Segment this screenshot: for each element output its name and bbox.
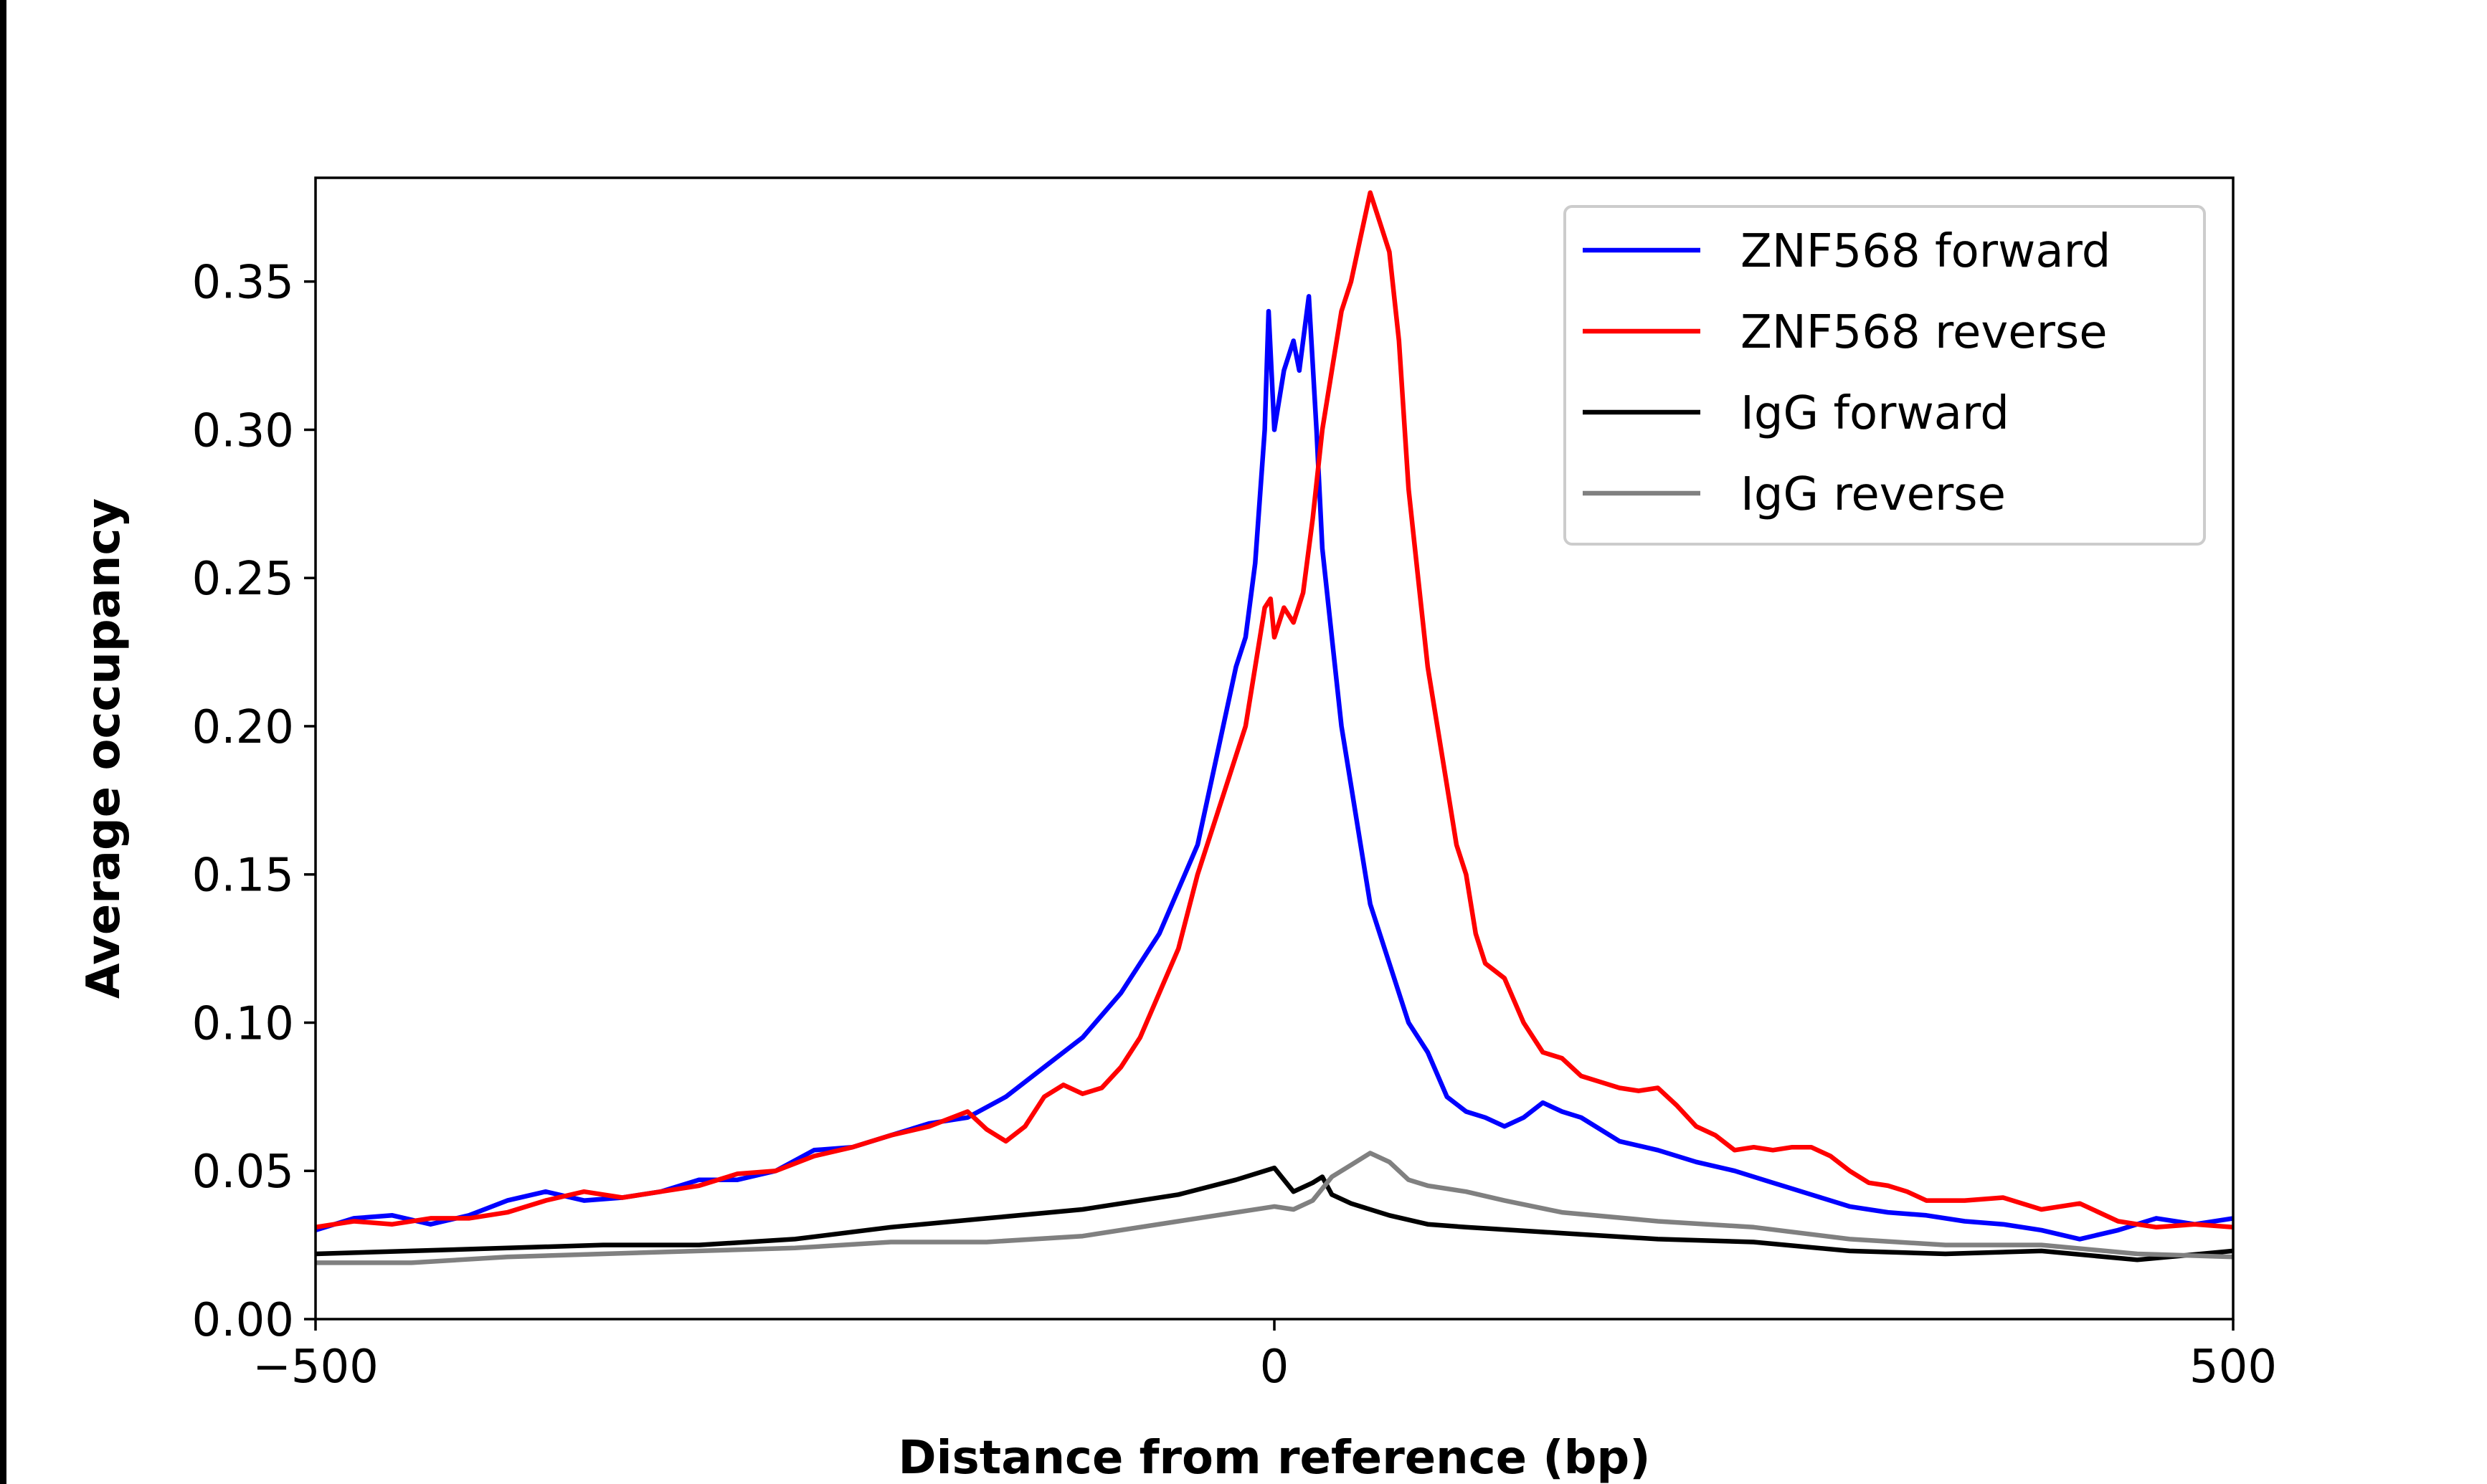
x-tick-label: 500 <box>2189 1341 2277 1394</box>
legend-label-znf568-forward: ZNF568 forward <box>1740 225 2111 278</box>
legend: ZNF568 forward ZNF568 reverse IgG forward I… <box>1563 205 2206 546</box>
x-axis-label: Distance from reference (bp) <box>899 1432 1651 1484</box>
x-tick-label: 0 <box>1260 1341 1289 1394</box>
series-line-igg-reverse <box>316 1151 2233 1265</box>
series-line-znf568-reverse <box>316 190 2233 1230</box>
legend-box <box>1563 205 2206 546</box>
y-tick-label: 0.00 <box>192 1294 295 1347</box>
legend-label-igg-reverse: IgG reverse <box>1740 468 2006 521</box>
left-border <box>0 0 6 1484</box>
series-layer <box>316 190 2233 1265</box>
y-tick-label: 0.15 <box>192 850 295 903</box>
y-tick-label: 0.05 <box>192 1146 295 1199</box>
y-tick-label: 0.35 <box>192 257 295 310</box>
series-line-znf568-forward <box>316 294 2233 1242</box>
y-tick-label: 0.25 <box>192 553 295 606</box>
y-tick-label: 0.20 <box>192 701 295 754</box>
legend-label-znf568-reverse: ZNF568 reverse <box>1740 306 2108 359</box>
legend-label-igg-forward: IgG forward <box>1740 387 2009 440</box>
ticks-layer: −500 0 500 0.00 0.05 0.10 0.15 0.20 0.25 0.30 0.35 <box>192 257 2278 1394</box>
y-tick-label: 0.10 <box>192 997 295 1050</box>
x-tick-label: −500 <box>252 1341 379 1394</box>
y-tick-label: 0.30 <box>192 404 295 457</box>
series-line-igg-forward <box>316 1165 2233 1262</box>
y-axis-label: Average occupancy <box>77 498 131 999</box>
